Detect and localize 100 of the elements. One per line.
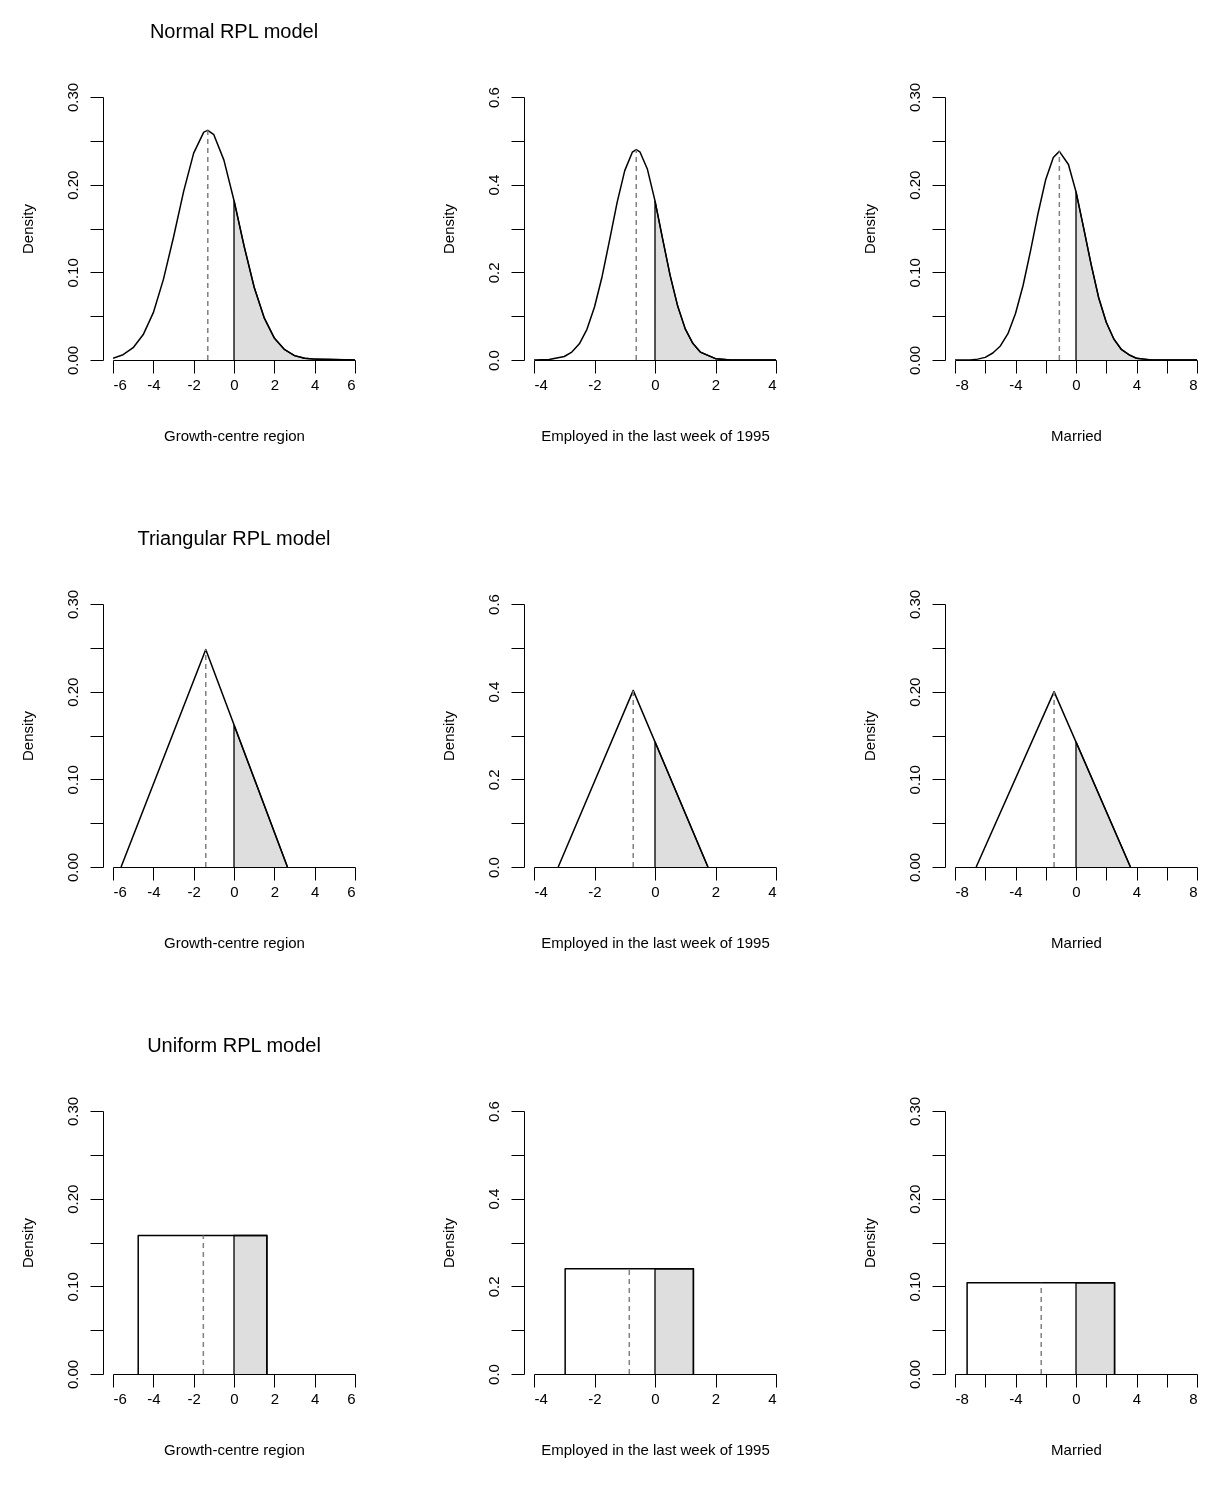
x-axis-title: Married xyxy=(1051,426,1102,444)
y-tick-label: 0.2 xyxy=(484,1276,502,1298)
x-axis-title: Employed in the last week of 1995 xyxy=(541,933,770,951)
y-tick-label: 0.20 xyxy=(63,1184,81,1214)
y-axis-title: Density xyxy=(439,710,457,762)
y-tick-label: 0.10 xyxy=(905,1272,923,1302)
x-tick-label: 2 xyxy=(270,882,280,900)
y-tick-label: 0.10 xyxy=(905,258,923,288)
x-axis-title: Employed in the last week of 1995 xyxy=(541,426,770,444)
y-tick-label: 0.2 xyxy=(484,262,502,284)
y-tick-label: 0.00 xyxy=(63,1359,81,1390)
x-tick-label: -2 xyxy=(187,1389,201,1407)
x-tick-label: 0 xyxy=(230,1389,239,1407)
x-tick-label: 6 xyxy=(347,882,356,900)
x-tick-label: 4 xyxy=(1132,882,1142,900)
y-axis-title: Density xyxy=(860,203,878,255)
x-tick-label: 0 xyxy=(651,375,660,393)
x-tick-label: -4 xyxy=(147,375,161,393)
x-tick-label: -8 xyxy=(955,882,969,900)
x-axis-title: Growth-centre region xyxy=(164,933,305,951)
x-tick-label: -4 xyxy=(534,882,548,900)
y-tick-label: 0.00 xyxy=(905,852,923,883)
y-tick-label: 0.30 xyxy=(63,82,81,113)
x-tick-label: 4 xyxy=(768,882,777,900)
x-tick-label: 0 xyxy=(1072,1389,1081,1407)
y-tick-label: 0.00 xyxy=(63,345,81,376)
y-tick-label: 0.20 xyxy=(63,677,81,707)
y-tick-label: 0.2 xyxy=(484,769,502,791)
chart-title: Triangular RPL model xyxy=(137,527,331,550)
y-tick-label: 0.10 xyxy=(905,765,923,795)
y-tick-label: 0.10 xyxy=(63,765,81,795)
y-tick-label: 0.0 xyxy=(484,857,502,878)
y-tick-label: 0.6 xyxy=(484,87,502,108)
x-tick-label: 4 xyxy=(310,882,320,900)
y-tick-label: 0.4 xyxy=(484,681,502,703)
x-tick-label: -4 xyxy=(1009,1389,1023,1407)
x-tick-label: -6 xyxy=(113,882,127,900)
x-tick-label: -2 xyxy=(588,882,602,900)
x-tick-label: 4 xyxy=(1132,1389,1142,1407)
x-tick-label: 0 xyxy=(651,882,660,900)
x-tick-label: 4 xyxy=(768,375,777,393)
x-axis-title: Growth-centre region xyxy=(164,1440,305,1458)
x-tick-label: 8 xyxy=(1189,882,1198,900)
y-axis-title: Density xyxy=(18,710,36,762)
x-tick-label: 2 xyxy=(270,1389,280,1407)
y-tick-label: 0.6 xyxy=(484,594,502,615)
y-tick-label: 0.20 xyxy=(63,170,81,200)
x-tick-label: -6 xyxy=(113,1389,127,1407)
y-tick-label: 0.20 xyxy=(905,170,923,200)
y-tick-label: 0.4 xyxy=(484,174,502,196)
x-tick-label: 0 xyxy=(230,375,239,393)
x-tick-label: -4 xyxy=(534,1389,548,1407)
y-axis-title: Density xyxy=(860,1217,878,1269)
y-tick-label: 0.30 xyxy=(905,82,923,113)
x-tick-label: -4 xyxy=(1009,375,1023,393)
x-tick-label: 4 xyxy=(768,1389,777,1407)
x-tick-label: -4 xyxy=(534,375,548,393)
x-tick-label: 2 xyxy=(711,375,721,393)
y-tick-label: 0.0 xyxy=(484,350,502,371)
y-tick-label: 0.30 xyxy=(905,1096,923,1127)
x-axis-title: Married xyxy=(1051,933,1102,951)
x-tick-label: 4 xyxy=(310,375,320,393)
y-tick-label: 0.20 xyxy=(905,1184,923,1214)
x-tick-label: 0 xyxy=(651,1389,660,1407)
x-axis-title: Employed in the last week of 1995 xyxy=(541,1440,770,1458)
x-tick-label: -2 xyxy=(588,1389,602,1407)
y-axis-title: Density xyxy=(439,1217,457,1269)
y-tick-label: 0.4 xyxy=(484,1188,502,1210)
y-axis-title: Density xyxy=(18,1217,36,1269)
y-tick-label: 0.30 xyxy=(63,1096,81,1127)
x-tick-label: -8 xyxy=(955,1389,969,1407)
x-tick-label: -4 xyxy=(147,882,161,900)
x-tick-label: 6 xyxy=(347,375,356,393)
y-axis-title: Density xyxy=(439,203,457,255)
x-tick-label: 8 xyxy=(1189,1389,1198,1407)
y-tick-label: 0.30 xyxy=(905,589,923,620)
x-tick-label: -6 xyxy=(113,375,127,393)
x-axis-title: Growth-centre region xyxy=(164,426,305,444)
x-tick-label: -8 xyxy=(955,375,969,393)
x-tick-label: 4 xyxy=(310,1389,320,1407)
x-tick-label: 0 xyxy=(1072,882,1081,900)
x-tick-label: 6 xyxy=(347,1389,356,1407)
x-tick-label: 2 xyxy=(270,375,280,393)
chart-title: Normal RPL model xyxy=(149,20,319,43)
y-tick-label: 0.6 xyxy=(484,1101,502,1122)
y-tick-label: 0.30 xyxy=(63,589,81,620)
y-tick-label: 0.20 xyxy=(905,677,923,707)
y-tick-label: 0.10 xyxy=(63,258,81,288)
y-tick-label: 0.00 xyxy=(905,345,923,376)
chart-title: Uniform RPL model xyxy=(147,1034,321,1057)
x-tick-label: 0 xyxy=(1072,375,1081,393)
x-tick-label: -2 xyxy=(588,375,602,393)
y-tick-label: 0.10 xyxy=(63,1272,81,1302)
x-tick-label: -4 xyxy=(147,1389,161,1407)
y-tick-label: 0.00 xyxy=(905,1359,923,1390)
y-tick-label: 0.0 xyxy=(484,1364,502,1385)
x-tick-label: -2 xyxy=(187,375,201,393)
y-axis-title: Density xyxy=(860,710,878,762)
x-tick-label: 0 xyxy=(230,882,239,900)
x-tick-label: 8 xyxy=(1189,375,1198,393)
